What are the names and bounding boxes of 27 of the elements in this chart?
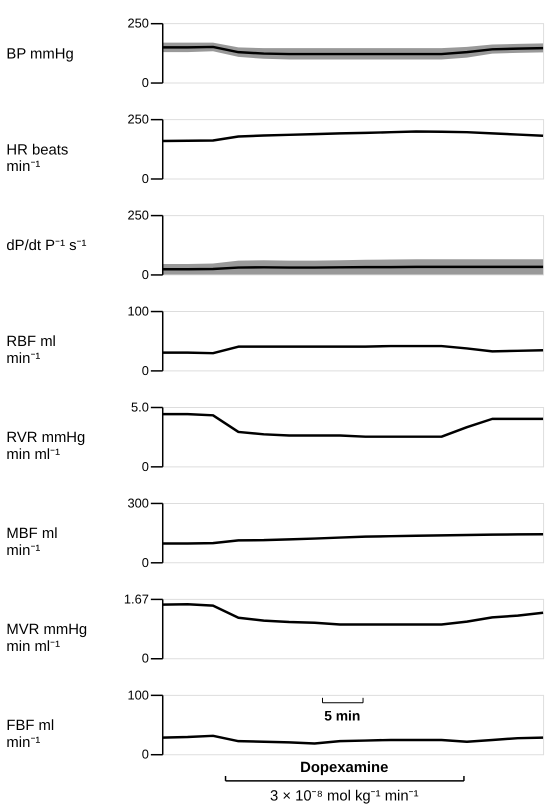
y-tick-label: 0: [142, 74, 149, 90]
y-tick-label: 100: [127, 687, 149, 702]
y-tick-label: 0: [142, 266, 149, 282]
y-tick-label: 300: [127, 495, 149, 510]
text: Dopexamine: [300, 760, 388, 776]
y-tick-label: 0: [142, 650, 149, 666]
y-tick-label: 0: [142, 554, 149, 570]
y-tick-label: 1.67: [124, 591, 149, 606]
y-axis-title: MBF ml min⁻¹: [6, 526, 58, 559]
y-axis-title: BP mmHg: [6, 46, 74, 62]
y-axis-title: FBF ml min⁻¹: [6, 718, 54, 751]
y-tick-label: 250: [127, 112, 149, 127]
y-tick-label: 250: [127, 208, 149, 223]
y-tick-label: 0: [142, 170, 149, 186]
y-tick-label: 0: [142, 458, 149, 474]
y-axis-title: dP/dt P⁻¹ s⁻¹: [6, 238, 87, 254]
y-tick-label: 0: [142, 746, 149, 762]
y-tick-label: 5.0: [131, 399, 149, 414]
y-axis-title: RVR mmHg min ml⁻¹: [6, 430, 86, 463]
y-axis-title: HR beats min⁻¹: [6, 142, 68, 176]
y-axis-title: MVR mmHg min ml⁻¹: [6, 622, 88, 655]
y-tick-label: 250: [127, 16, 149, 31]
text: 3 × 10⁻⁸ mol kg⁻¹ min⁻¹: [270, 788, 419, 805]
y-axis-title: RBF ml min⁻¹: [6, 334, 56, 367]
y-tick-label: 100: [127, 304, 149, 318]
annotation: 5 min: [324, 708, 360, 724]
y-tick-label: 0: [142, 362, 149, 378]
